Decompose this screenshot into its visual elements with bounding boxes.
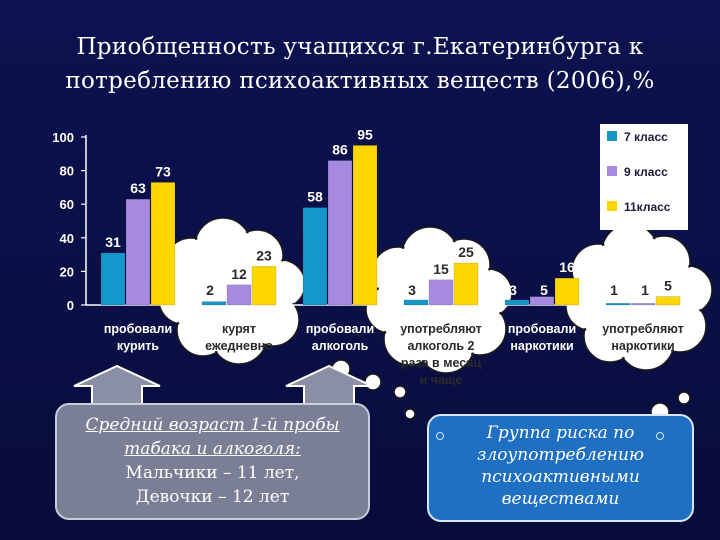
- legend-swatch: [607, 201, 617, 211]
- legend-label: 7 класс: [624, 130, 668, 144]
- category-label: пробовали: [508, 322, 576, 336]
- bar-5-0: [605, 303, 631, 306]
- bar-2-2: [352, 145, 378, 306]
- bar-1-2: [251, 266, 277, 306]
- bar-4-1: [529, 296, 555, 306]
- legend-label: 9 класс: [624, 165, 668, 179]
- legend-box: [600, 124, 688, 230]
- legend-swatch: [607, 131, 617, 141]
- bar-value-label: 25: [458, 244, 474, 260]
- bar-0-1: [125, 198, 151, 306]
- title-line-2: потреблению психоактивных веществ (2006)…: [65, 68, 655, 94]
- risk-group-line-1: Группа риска по: [486, 423, 635, 443]
- age-info-boys: Мальчики – 11 лет,: [125, 463, 300, 483]
- bar-value-label: 23: [256, 247, 272, 263]
- bar-2-0: [302, 207, 328, 306]
- cloud-tail-bubble: [677, 391, 691, 405]
- cloud-fill: [595, 255, 685, 345]
- bar-value-label: 3: [509, 282, 517, 298]
- bullet-dot-left: [436, 432, 444, 440]
- bar-value-label: 1: [610, 282, 618, 298]
- title-line-1: Приобщенность учащихся г.Екатеринбурга к: [76, 34, 644, 60]
- bar-value-label: 31: [105, 234, 121, 250]
- category-label: употребляют: [602, 322, 684, 336]
- bullet-dot-right: [656, 432, 664, 440]
- category-label: пробовали: [306, 322, 374, 336]
- bar-value-label: 5: [664, 278, 672, 294]
- bar-4-2: [554, 277, 580, 306]
- risk-group-box: Группа риска по злоупотреблению психоакт…: [427, 414, 694, 522]
- category-label: и чаще: [420, 373, 463, 387]
- category-label: пробовали: [104, 322, 172, 336]
- risk-group-line-4: веществами: [501, 489, 620, 509]
- bar-value-label: 95: [357, 126, 373, 142]
- legend: 7 класс 9 класс 11класс: [600, 124, 688, 230]
- cloud-tail-bubble: [393, 385, 407, 399]
- bar-1-0: [201, 301, 227, 306]
- legend-swatch: [607, 166, 617, 176]
- bar-3-0: [403, 299, 429, 306]
- bar-3-2: [453, 262, 479, 306]
- bar-value-label: 73: [155, 163, 171, 179]
- bar-0-2: [150, 182, 176, 306]
- y-tick-label: 60: [60, 197, 74, 212]
- age-info-heading-1: Средний возраст 1-й пробы: [85, 415, 340, 435]
- bar-0-0: [100, 252, 126, 306]
- y-tick-label: 20: [60, 264, 74, 279]
- bar-value-label: 63: [130, 180, 146, 196]
- bar-value-label: 15: [433, 261, 449, 277]
- bar-1-1: [226, 284, 252, 306]
- category-label: ежедневно: [205, 339, 273, 353]
- bar-5-2: [655, 296, 681, 306]
- bar-3-1: [428, 279, 454, 306]
- bar-value-label: 16: [559, 259, 575, 275]
- bar-value-label: 2: [206, 282, 214, 298]
- age-info-girls: Девочки – 12 лет: [135, 487, 290, 507]
- category-label: наркотики: [611, 339, 674, 353]
- bar-4-0: [504, 299, 530, 306]
- age-info-box: Средний возраст 1-й пробы табака и алког…: [55, 403, 370, 520]
- bar-value-label: 58: [307, 189, 323, 205]
- category-label: раза в месяц: [401, 356, 482, 370]
- category-label: курят: [222, 322, 256, 336]
- category-label: употребляют: [400, 322, 482, 336]
- category-label: наркотики: [510, 339, 573, 353]
- bar-value-label: 86: [332, 142, 348, 158]
- up-arrow-1: [73, 364, 161, 405]
- risk-group-line-2: злоупотреблению: [477, 445, 644, 465]
- bar-5-1: [630, 303, 656, 306]
- bar-value-label: 5: [540, 282, 548, 298]
- bar-value-label: 12: [231, 266, 247, 282]
- bar-value-label: 3: [408, 282, 416, 298]
- age-info-heading-2: табака и алкоголя:: [124, 439, 301, 459]
- cloud-tail-bubble: [364, 373, 382, 391]
- y-tick-label: 80: [60, 164, 74, 179]
- category-label: алкоголь: [312, 339, 369, 353]
- bar-value-label: 1: [641, 282, 649, 298]
- bar-2-1: [327, 160, 353, 306]
- risk-group-line-3: психоактивными: [481, 467, 640, 487]
- category-label: курить: [117, 339, 159, 353]
- y-tick-label: 0: [67, 298, 74, 313]
- y-tick-label: 40: [60, 231, 74, 246]
- thought-cloud-5: [565, 223, 713, 422]
- legend-label: 11класс: [624, 200, 671, 214]
- category-label: алкоголь 2: [407, 339, 474, 353]
- up-arrow-2: [285, 364, 373, 405]
- slide-title: Приобщенность учащихся г.Екатеринбурга к…: [0, 30, 720, 98]
- y-tick-label: 100: [52, 130, 74, 145]
- cloud-tail-bubble: [404, 408, 416, 420]
